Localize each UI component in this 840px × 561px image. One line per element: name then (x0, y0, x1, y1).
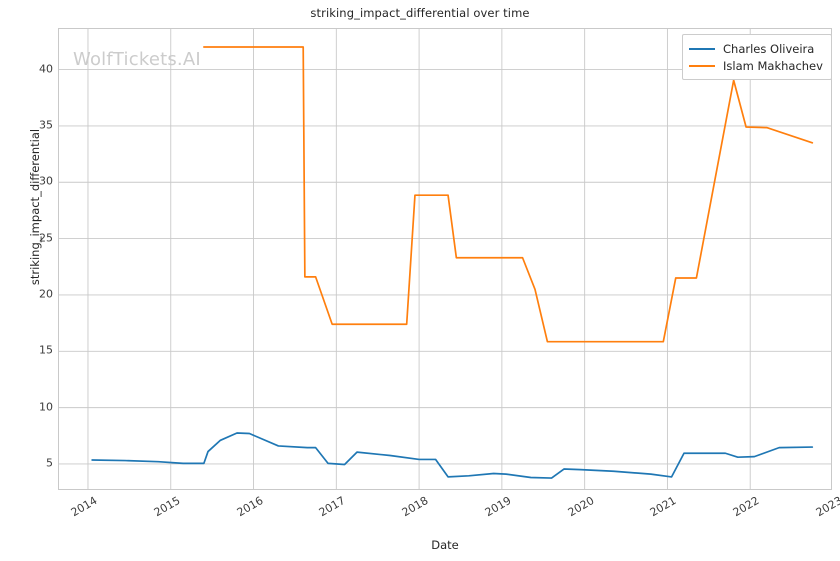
x-tick-label: 2020 (565, 494, 597, 520)
legend: Charles Oliveira Islam Makhachev (682, 34, 832, 80)
y-tick-label: 10 (39, 400, 53, 414)
x-tick-label: 2021 (648, 494, 679, 520)
data-series-lines (91, 46, 814, 479)
x-axis-tick-labels: 2014 2015 2016 2017 2018 2019 2020 2021 2022 2023 (58, 492, 840, 552)
y-axis-tick-labels: 5 10 15 20 25 30 35 40 (8, 28, 53, 490)
y-tick-label: 15 (39, 343, 53, 357)
plot-area: WolfTickets.AI (58, 28, 832, 490)
x-tick-label: 2023 (813, 494, 840, 520)
x-tick-label: 2017 (317, 494, 348, 520)
chart-title: striking_impact_differential over time (310, 6, 530, 20)
y-tick-label: 30 (39, 174, 53, 188)
series-line (203, 46, 814, 343)
x-axis-label: Date (431, 538, 459, 552)
x-tick-label: 2022 (730, 494, 762, 520)
x-tick-label: 2014 (68, 494, 100, 520)
grid-lines (59, 29, 831, 489)
y-tick-label: 5 (46, 456, 53, 470)
legend-label: Charles Oliveira (723, 41, 815, 56)
x-tick-label: 2016 (234, 494, 266, 520)
x-tick-label: 2015 (151, 494, 183, 520)
legend-color-swatch (689, 47, 715, 50)
series-line (91, 432, 814, 479)
y-tick-label: 40 (39, 62, 53, 76)
legend-item[interactable]: Islam Makhachev (689, 57, 823, 74)
y-tick-label: 20 (39, 287, 53, 301)
x-tick-label: 2018 (399, 494, 431, 520)
y-tick-label: 25 (39, 231, 53, 245)
legend-color-swatch (689, 64, 715, 67)
y-tick-label: 35 (39, 118, 53, 132)
legend-label: Islam Makhachev (723, 58, 823, 73)
x-tick-label: 2019 (482, 494, 514, 520)
legend-item[interactable]: Charles Oliveira (689, 40, 823, 57)
